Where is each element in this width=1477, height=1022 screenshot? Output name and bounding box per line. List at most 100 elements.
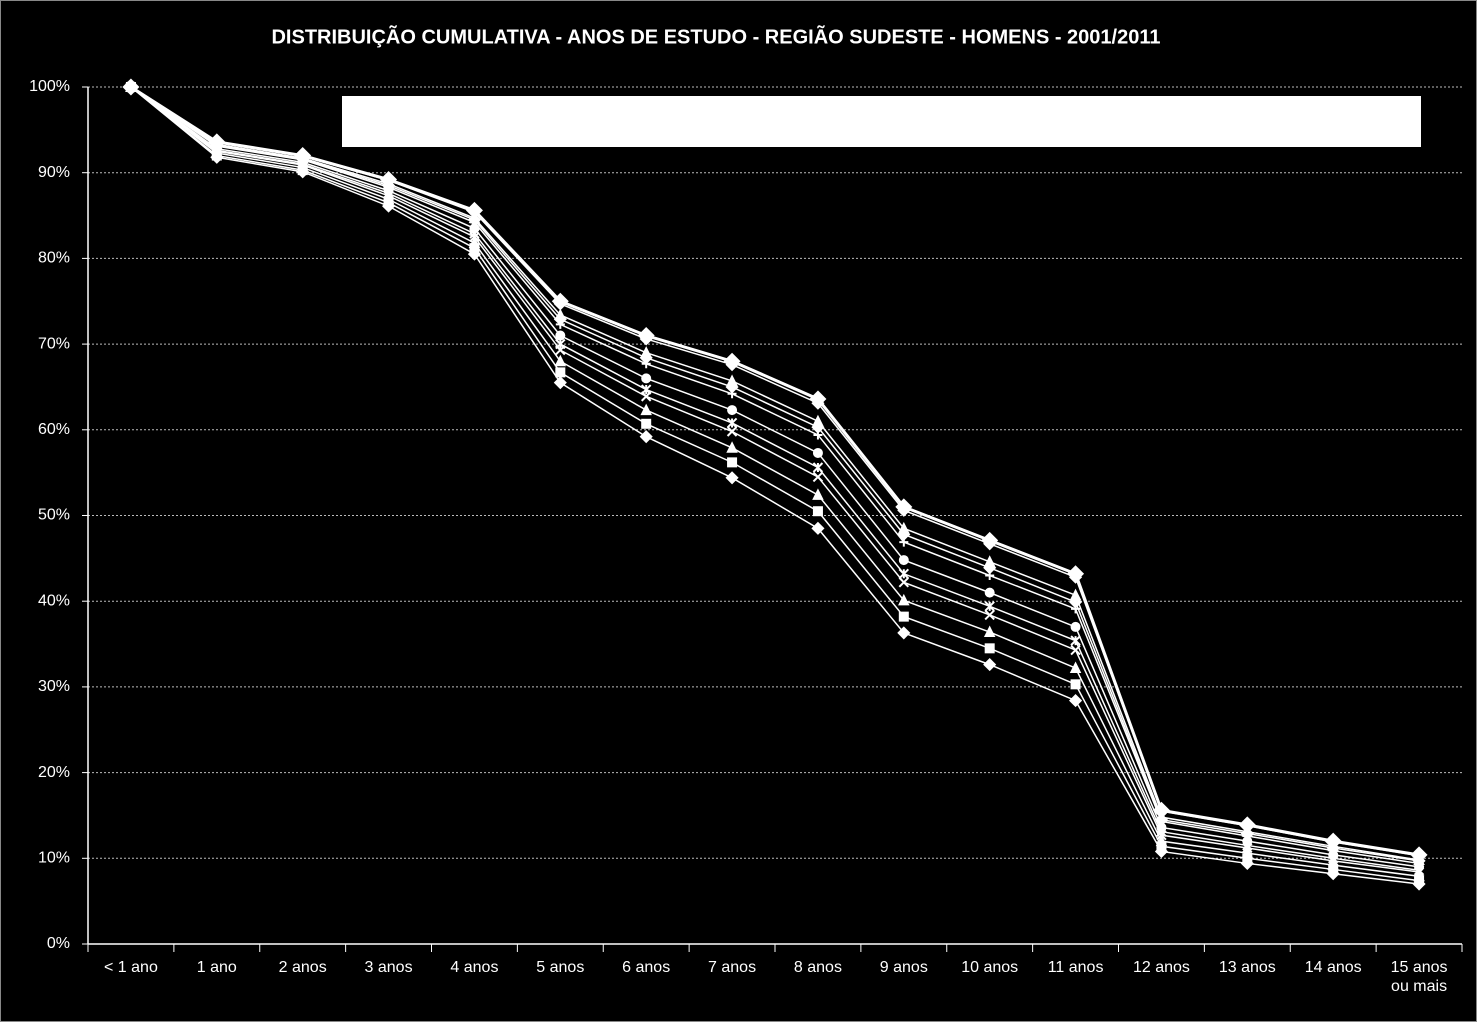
point <box>1069 588 1082 601</box>
point <box>812 488 824 500</box>
x-tick-label: 5 anos <box>536 959 584 976</box>
point <box>898 577 910 588</box>
x-tick-label: 6 anos <box>622 959 670 976</box>
point <box>898 611 909 622</box>
point <box>898 593 910 606</box>
point <box>468 236 481 248</box>
point <box>812 471 824 483</box>
y-tick-label: 80% <box>38 250 70 267</box>
point <box>898 521 910 534</box>
series-line <box>130 86 1420 878</box>
chart-title: DISTRIBUIÇÃO CUMULATIVA - ANOS DE ESTUDO… <box>271 25 1160 48</box>
y-tick-label: 70% <box>38 335 70 352</box>
point <box>1324 832 1342 850</box>
point <box>812 414 824 427</box>
x-tick-label: 3 anos <box>365 959 413 976</box>
point <box>1069 661 1082 674</box>
y-tick-label: 60% <box>38 421 70 438</box>
y-tick-label: 10% <box>38 850 70 867</box>
point <box>898 568 910 579</box>
point <box>554 354 567 367</box>
point <box>983 555 996 567</box>
point <box>812 506 823 517</box>
y-tick-label: 90% <box>38 164 70 181</box>
y-tick-label: 40% <box>38 592 70 609</box>
point <box>1070 635 1081 646</box>
y-tick-label: 30% <box>38 678 70 695</box>
point <box>727 457 738 468</box>
y-tick-label: 100% <box>29 78 70 95</box>
y-tick-label: 50% <box>38 507 70 524</box>
series-line <box>130 86 1420 885</box>
point <box>809 390 827 408</box>
point <box>640 346 652 358</box>
x-tick-label: 11 anos <box>1048 959 1104 976</box>
x-tick-label: 8 anos <box>794 959 842 976</box>
series-line <box>130 86 1420 861</box>
x-tick-label: 7 anos <box>708 959 756 976</box>
point <box>637 327 655 345</box>
point <box>726 374 738 386</box>
point <box>983 658 997 672</box>
point <box>984 643 995 654</box>
series-line <box>130 86 1420 868</box>
series-line <box>130 86 1420 882</box>
point <box>983 625 996 638</box>
x-tick-label: 14 anos <box>1305 959 1362 976</box>
point <box>812 447 823 458</box>
point <box>726 441 738 453</box>
point <box>641 373 652 384</box>
point <box>641 418 652 429</box>
point <box>723 352 741 370</box>
point <box>1070 679 1081 690</box>
point <box>1067 565 1085 583</box>
point <box>294 147 312 165</box>
point <box>981 531 999 549</box>
x-tick-label: 10 anos <box>961 959 1018 976</box>
x-tick-label: 2 anos <box>279 959 327 976</box>
point <box>726 417 738 429</box>
point <box>895 498 913 516</box>
point <box>465 201 483 219</box>
point <box>553 376 567 390</box>
point <box>1070 621 1081 632</box>
point <box>208 133 226 151</box>
point <box>1069 694 1083 708</box>
point <box>640 384 652 395</box>
point <box>1155 834 1168 847</box>
point <box>1410 846 1428 864</box>
point <box>639 430 653 444</box>
x-tick-label: 12 anos <box>1133 959 1190 976</box>
series-line <box>130 85 1420 857</box>
point <box>380 171 398 189</box>
point <box>555 367 566 378</box>
point <box>640 403 652 416</box>
series-line <box>130 86 1420 865</box>
point <box>1238 816 1256 834</box>
point <box>554 308 567 320</box>
point <box>551 292 569 310</box>
point <box>984 609 995 621</box>
point <box>122 78 140 96</box>
point <box>726 426 738 437</box>
point <box>725 471 739 485</box>
x-tick-label: 15 anos ou mais <box>1391 959 1448 995</box>
y-tick-label: 0% <box>47 935 70 952</box>
point <box>898 555 909 566</box>
x-tick-label: 9 anos <box>880 959 928 976</box>
x-tick-label: < 1 ano <box>104 959 158 976</box>
point <box>1152 801 1170 819</box>
series-line <box>130 86 1420 872</box>
series-line <box>130 86 1420 873</box>
point <box>984 601 995 612</box>
point <box>897 626 911 640</box>
x-tick-label: 1 ano <box>197 959 237 976</box>
y-tick-label: 20% <box>38 764 70 781</box>
x-tick-label: 4 anos <box>450 959 498 976</box>
point <box>812 462 824 473</box>
point <box>811 521 825 535</box>
point <box>1241 846 1254 859</box>
point <box>555 338 566 350</box>
point <box>555 330 566 341</box>
